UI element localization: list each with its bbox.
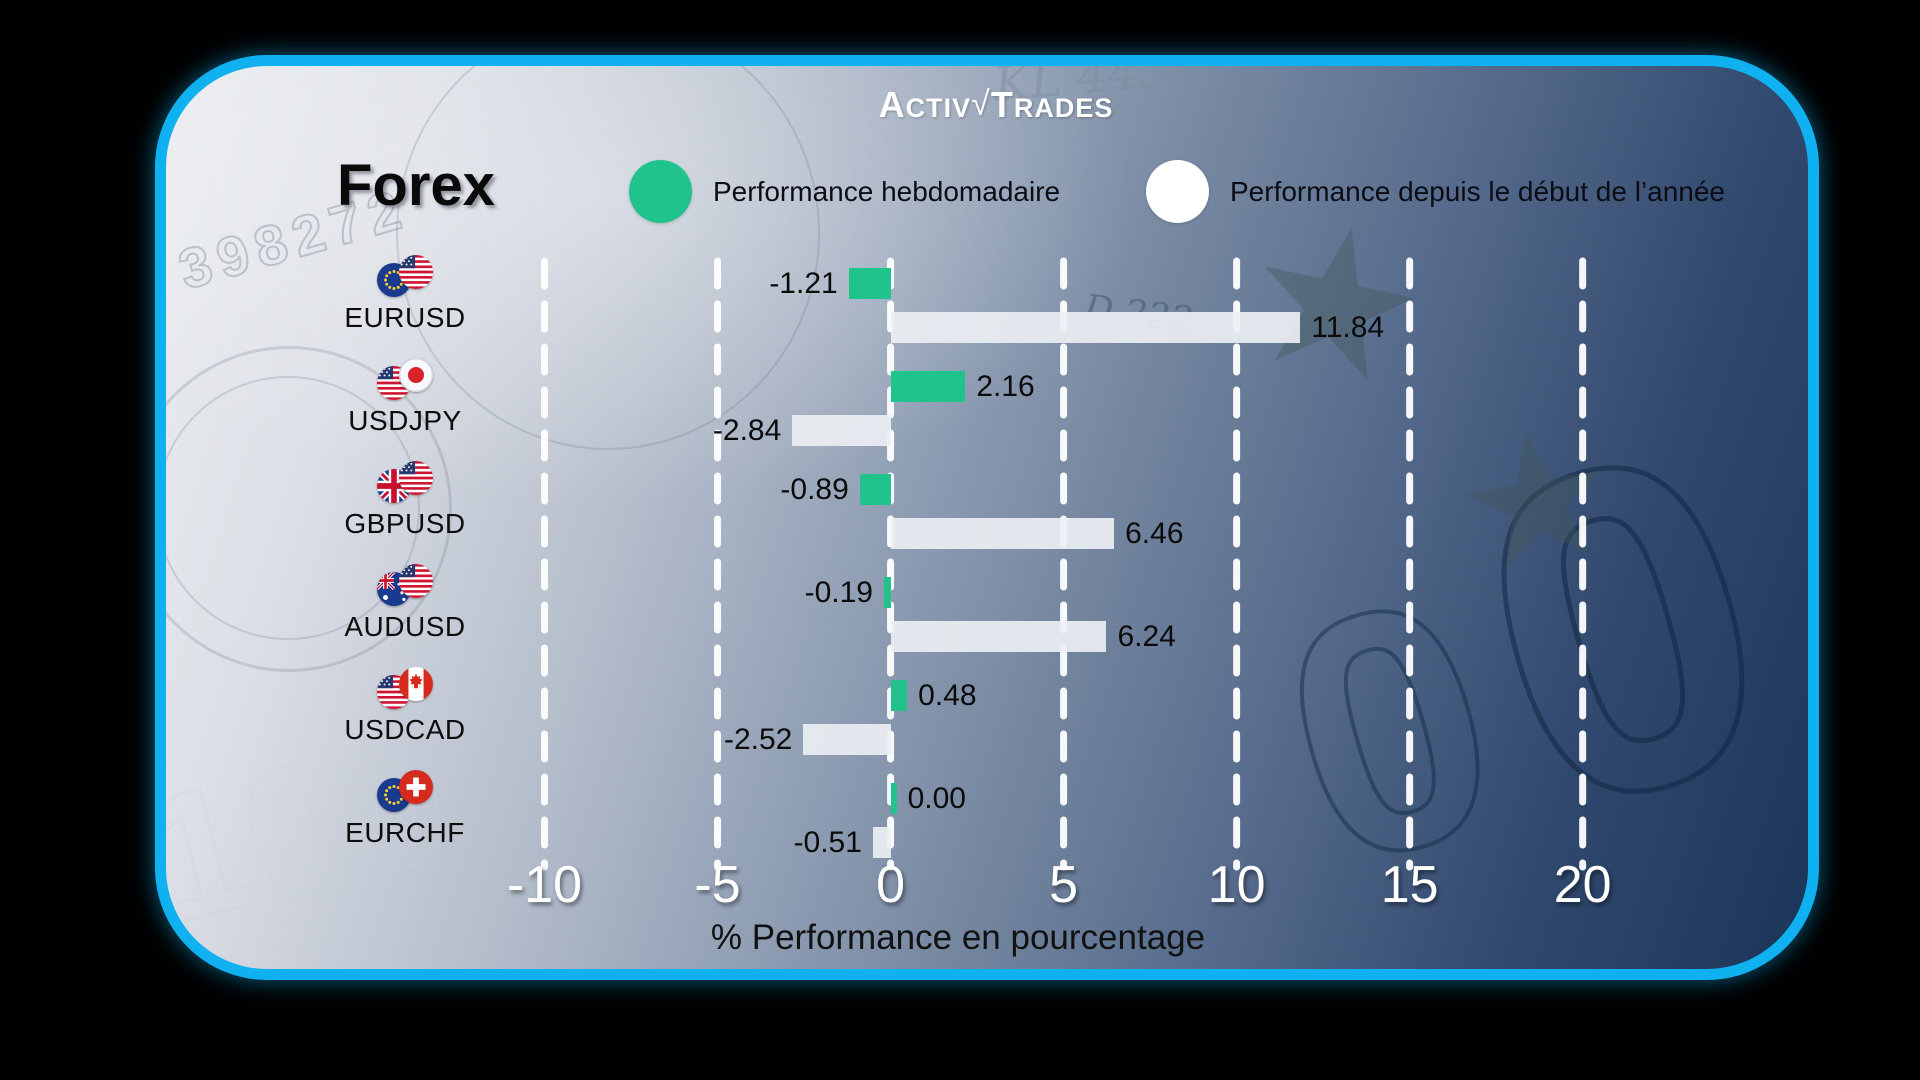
pair-code-label: EURUSD <box>344 302 466 333</box>
pair-code-label: USDCAD <box>344 714 466 745</box>
x-tick-label: 5 <box>1049 856 1079 914</box>
pair-code-label: USDJPY <box>348 405 462 436</box>
ytd-value-label: -2.84 <box>712 414 782 447</box>
flag-pair-eurusd <box>377 255 433 297</box>
weekly-bar-gbpusd <box>859 474 891 505</box>
ytd-bar-usdjpy <box>792 415 891 446</box>
ytd-bar-eurchf <box>872 827 891 858</box>
flag-pair-eurchf <box>377 770 433 812</box>
weekly-bar-usdcad <box>890 680 908 711</box>
flag-pair-usdcad <box>377 667 433 709</box>
flag-pair-audusd <box>377 564 433 606</box>
ytd-bar-gbpusd <box>890 518 1115 549</box>
logo-check-icon: √ <box>971 85 991 123</box>
pair-row-gbpusd: GBPUSD <box>305 461 505 564</box>
pair-code-label: AUDUSD <box>344 611 466 642</box>
logo-letter-t: T <box>990 84 1014 125</box>
flag-us-icon <box>399 255 433 289</box>
flag-us-icon <box>399 564 433 598</box>
flag-ch-icon <box>399 770 433 804</box>
flag-us-icon <box>399 461 433 495</box>
bar-chart-plot: -1.21 11.84 2.16 -2.84 -0.89 6.46 -0.19 6.24 0.4… <box>458 255 1773 955</box>
pair-row-eurchf: EURCHF <box>305 770 505 873</box>
flag-pair-gbpusd <box>377 461 433 503</box>
weekly-value-label: 2.16 <box>976 370 1035 403</box>
pair-row-audusd: AUDUSD <box>305 564 505 667</box>
x-tick-label: 0 <box>876 856 906 914</box>
logo-letter-a: A <box>878 84 906 125</box>
ytd-legend-label: Performance depuis le début de l’année <box>1230 176 1726 207</box>
weekly-bar-audusd <box>883 577 891 608</box>
ytd-value-label: 11.84 <box>1311 311 1385 344</box>
bars-container: -1.21 11.84 2.16 -2.84 -0.89 6.46 -0.19 6.24 0.4… <box>458 255 1773 873</box>
weekly-legend-dot-icon <box>629 160 692 223</box>
pair-row-usdjpy: USDJPY <box>305 358 505 461</box>
x-tick-label: 15 <box>1380 856 1439 914</box>
weekly-value-label: -1.21 <box>769 267 838 300</box>
weekly-bar-eurusd <box>848 268 891 299</box>
pair-row-eurusd: EURUSD <box>305 255 505 358</box>
ytd-legend-dot-icon <box>1146 160 1209 223</box>
weekly-value-label: 0.48 <box>918 679 977 712</box>
ytd-value-label: -2.52 <box>723 723 793 756</box>
weekly-bar-eurchf <box>890 783 897 814</box>
weekly-value-label: 0.00 <box>907 782 966 815</box>
pair-row-usdcad: USDCAD <box>305 667 505 770</box>
flag-ca-icon <box>399 667 433 701</box>
ytd-bar-eurusd <box>890 312 1301 343</box>
flag-pair-usdjpy <box>377 358 433 400</box>
pair-code-label: GBPUSD <box>344 508 466 539</box>
x-tick-label: -5 <box>694 856 741 914</box>
ytd-value-label: 6.24 <box>1117 620 1176 653</box>
ytd-bar-usdcad <box>803 724 891 755</box>
weekly-value-label: -0.89 <box>780 473 849 506</box>
gridlines <box>541 257 1587 871</box>
ytd-bar-audusd <box>890 621 1107 652</box>
weekly-legend-label: Performance hebdomadaire <box>713 176 1061 207</box>
x-tick-label: 10 <box>1207 856 1266 914</box>
weekly-value-label: -0.19 <box>804 576 873 609</box>
x-tick-label: 20 <box>1553 856 1612 914</box>
chart-title: Forex <box>337 153 495 218</box>
x-tick-label: -10 <box>506 856 583 914</box>
currency-pairs-column: EURUSD USDJPY GBPUSD AUDUSD USDCAD EURCHF <box>305 255 505 873</box>
x-axis-title: % Performance en pourcentage <box>710 918 1206 957</box>
pair-code-label: EURCHF <box>345 817 465 848</box>
logo-text-ctiv: CTIV <box>905 93 972 123</box>
flag-jp-icon <box>399 358 433 392</box>
panel: 398272 KL 4439 D 222 100 0 0 ★ ★ <box>155 55 1819 980</box>
ytd-value-label: -0.51 <box>793 826 862 859</box>
ytd-value-label: 6.46 <box>1125 517 1184 550</box>
activtrades-logo: ACTIV√TRADES <box>879 84 1114 126</box>
weekly-bar-usdjpy <box>890 371 966 402</box>
logo-text-rades: RADES <box>1013 93 1114 123</box>
